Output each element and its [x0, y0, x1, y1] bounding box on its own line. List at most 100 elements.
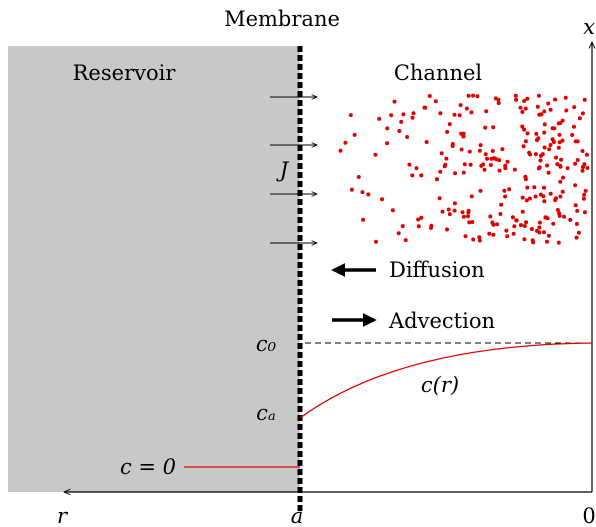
- particle: [377, 116, 382, 121]
- particle: [440, 209, 445, 214]
- particle: [520, 195, 525, 200]
- particle: [452, 201, 457, 206]
- particle: [518, 105, 523, 110]
- particle: [534, 131, 539, 136]
- particle: [477, 235, 482, 240]
- particle: [407, 162, 412, 167]
- particle: [573, 183, 578, 188]
- particle: [483, 125, 488, 130]
- particle: [502, 188, 507, 193]
- particle: [551, 140, 556, 144]
- particle: [505, 159, 510, 164]
- particle: [470, 220, 475, 224]
- particle: [554, 196, 558, 201]
- particle: [475, 94, 480, 99]
- particle: [485, 156, 490, 161]
- particle: [580, 149, 585, 153]
- particle: [557, 213, 562, 218]
- particle: [459, 131, 464, 136]
- particle: [563, 95, 568, 100]
- particle: [574, 235, 579, 240]
- particle: [496, 101, 501, 106]
- particle: [437, 196, 442, 201]
- particle: [492, 156, 497, 161]
- particle: [583, 188, 588, 193]
- particle: [338, 148, 343, 153]
- particle: [542, 230, 546, 235]
- particle: [422, 105, 427, 110]
- particle: [558, 121, 563, 125]
- particle: [478, 188, 483, 193]
- particle: [553, 97, 558, 102]
- particle: [361, 217, 366, 222]
- particle: [548, 191, 553, 196]
- particle: [429, 225, 433, 230]
- particle: [537, 220, 542, 225]
- advection-label: Advection: [388, 309, 495, 333]
- particle: [459, 147, 464, 152]
- particle: [487, 231, 492, 236]
- particle: [564, 108, 569, 113]
- particle: [542, 122, 547, 127]
- particle: [547, 147, 552, 152]
- reservoir-label: Reservoir: [73, 61, 177, 85]
- particle: [522, 237, 527, 242]
- particle: [511, 231, 516, 236]
- particle: [513, 93, 518, 98]
- particle: [464, 106, 469, 111]
- particle: [438, 169, 443, 174]
- particle: [460, 210, 465, 215]
- particle: [582, 192, 587, 197]
- zero-concentration-label: c = 0: [120, 455, 176, 479]
- particle: [561, 175, 565, 180]
- particle: [572, 124, 576, 129]
- particle: [469, 194, 474, 199]
- particle: [447, 212, 452, 217]
- particle: [498, 212, 503, 216]
- particle: [520, 124, 525, 129]
- particle: [482, 167, 487, 172]
- particle: [573, 139, 578, 144]
- particle: [499, 202, 504, 207]
- particle: [510, 215, 515, 220]
- particle-cloud: [338, 93, 590, 245]
- particle: [349, 187, 354, 192]
- particle: [419, 215, 424, 220]
- particle: [471, 237, 476, 242]
- particle: [581, 165, 585, 169]
- particle: [575, 158, 580, 162]
- particle: [507, 187, 512, 192]
- particle: [556, 145, 561, 150]
- ca-label: cₐ: [256, 401, 276, 425]
- particle: [416, 217, 421, 222]
- particle: [559, 157, 564, 162]
- particle: [537, 230, 542, 235]
- membrane-title: Membrane: [224, 7, 340, 31]
- membrane-position-label: a: [291, 504, 304, 527]
- particle: [461, 170, 466, 175]
- reservoir-region: [8, 46, 300, 492]
- particle: [477, 238, 482, 243]
- particle: [522, 99, 527, 103]
- particle: [467, 149, 472, 154]
- particle: [366, 192, 371, 197]
- particle: [500, 147, 505, 152]
- particle: [573, 203, 578, 208]
- particle: [537, 112, 542, 117]
- particle: [410, 115, 415, 120]
- particle: [445, 227, 449, 232]
- particle: [551, 221, 556, 226]
- particle: [414, 166, 419, 171]
- particle: [397, 129, 402, 133]
- particle: [433, 99, 438, 104]
- particle: [519, 223, 523, 228]
- particle: [538, 158, 543, 163]
- particle: [545, 163, 550, 168]
- particle: [385, 141, 390, 146]
- particle: [542, 109, 547, 114]
- particle: [560, 189, 565, 194]
- particle: [461, 214, 466, 219]
- particle: [536, 166, 541, 171]
- particle: [585, 152, 589, 157]
- particle: [533, 152, 538, 157]
